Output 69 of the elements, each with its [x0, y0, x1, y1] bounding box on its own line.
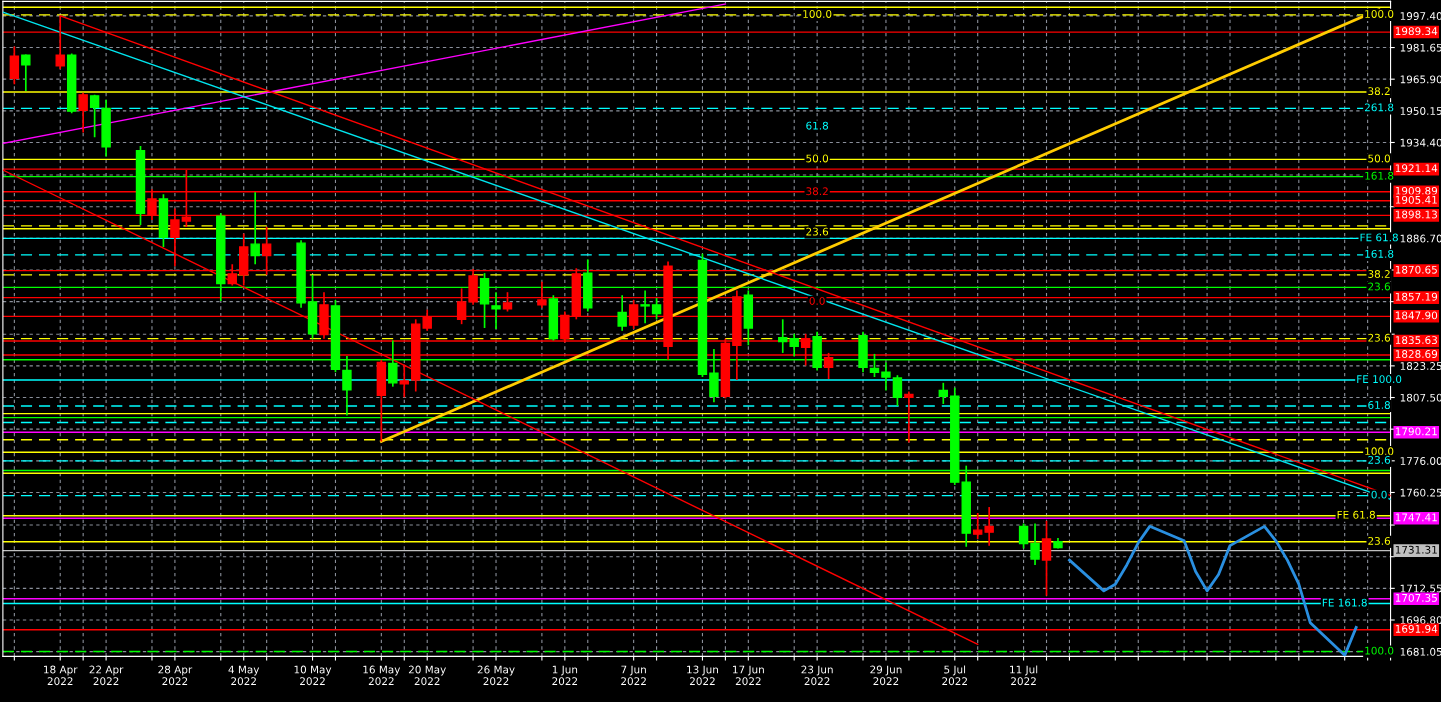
ref-line-label: 1898.13: [1395, 210, 1437, 219]
y-tick-label: 1696.80: [1400, 616, 1441, 625]
x-tick-label: 13 Jun 2022: [687, 665, 718, 686]
ref-line-label: 1921.14: [1395, 164, 1438, 173]
annotation: 23.6: [1368, 282, 1391, 291]
x-tick-label: 20 May 2022: [408, 665, 446, 686]
annotation: FE 61.8: [1337, 510, 1375, 519]
y-tick-label: 1886.70: [1400, 234, 1441, 243]
y-tick-label: 1760.25: [1400, 488, 1441, 497]
y-tick-label: 1997.40: [1400, 12, 1441, 20]
y-tick-label: 1965.90: [1400, 75, 1441, 84]
y-tick-label: 1776.00: [1400, 457, 1441, 465]
ref-line-label: 1905.41: [1395, 195, 1437, 204]
ref-line-label: 1835.63: [1395, 336, 1437, 345]
x-tick-label: 26 May 2022: [477, 665, 515, 686]
annotation: 161.8: [1365, 249, 1394, 258]
x-tick-label: 7 Jun 2022: [621, 665, 646, 686]
x-tick-label: 29 Jun 2022: [870, 665, 902, 686]
annotation: 23.6: [806, 227, 829, 236]
y-tick-label: 1712.55: [1400, 584, 1441, 593]
annotation: FE 161.8: [1322, 598, 1367, 607]
y-tick-label: 1950.15: [1400, 107, 1441, 115]
annotation: 161.8: [1365, 171, 1394, 180]
ref-line-label: 1857.19: [1395, 292, 1438, 301]
ref-line-label: 1870.65: [1395, 265, 1437, 274]
ref-line-label: 1691.94: [1395, 624, 1438, 633]
ref-line-label: 1790.21: [1395, 427, 1437, 436]
ref-line-label: 1747.41: [1395, 513, 1437, 522]
ref-line-label: 1989.34: [1395, 27, 1438, 36]
x-tick-label: 11 Jul 2022: [1010, 665, 1038, 686]
annotation: 23.6: [1368, 536, 1391, 545]
annotation: FE 100.0: [1357, 375, 1402, 384]
annotation: 38.2: [1368, 270, 1390, 278]
y-tick-label: 1807.50: [1400, 393, 1441, 402]
ref-line-label: 1847.90: [1395, 311, 1438, 320]
y-tick-label: 1934.40: [1400, 138, 1441, 147]
annotation: 0.0: [809, 297, 825, 305]
annotation: FE 61.8: [1360, 233, 1398, 242]
annotation: 38.2: [1368, 87, 1390, 96]
x-tick-label: 18 Apr 2022: [44, 665, 78, 686]
annotation: 100.0: [1365, 646, 1394, 655]
ref-line-label: 1828.69: [1395, 350, 1438, 358]
annotation: 23.6: [1368, 455, 1391, 464]
annotation: 100.0: [1365, 10, 1394, 18]
annotation: 50.0: [806, 154, 829, 163]
annotation: 261.8: [1364, 103, 1394, 112]
x-tick-label: 16 May 2022: [363, 665, 401, 686]
x-tick-label: 17 Jun 2022: [733, 665, 764, 686]
x-tick-label: 22 Apr 2022: [89, 665, 124, 686]
annotation: 100.0: [1365, 447, 1394, 456]
annotation: 0.0: [1371, 490, 1387, 499]
x-tick-label: 4 May 2022: [228, 665, 260, 686]
annotation: 38.2: [806, 187, 828, 196]
y-tick-label: 1681.05: [1400, 647, 1441, 656]
x-tick-label: 28 Apr 2022: [158, 665, 193, 686]
annotation: 23.6: [1368, 333, 1391, 342]
annotation: 61.8: [806, 121, 829, 130]
annotation: 61.8: [1368, 401, 1390, 409]
ref-line-label: 1731.31: [1395, 545, 1437, 554]
x-tick-label: 5 Jul 2022: [942, 665, 967, 686]
x-tick-label: 1 Jun 2022: [552, 665, 578, 686]
annotation: 50.0: [1368, 154, 1390, 163]
y-tick-label: 1823.25: [1400, 362, 1441, 370]
y-tick-label: 1981.65: [1400, 43, 1441, 52]
x-tick-label: 10 May 2022: [294, 665, 332, 686]
annotation: 100.0: [803, 10, 832, 18]
ref-line-label: 1909.89: [1395, 186, 1438, 195]
x-tick-label: 23 Jun 2022: [801, 665, 833, 686]
ref-line-label: 1707.35: [1395, 593, 1437, 602]
